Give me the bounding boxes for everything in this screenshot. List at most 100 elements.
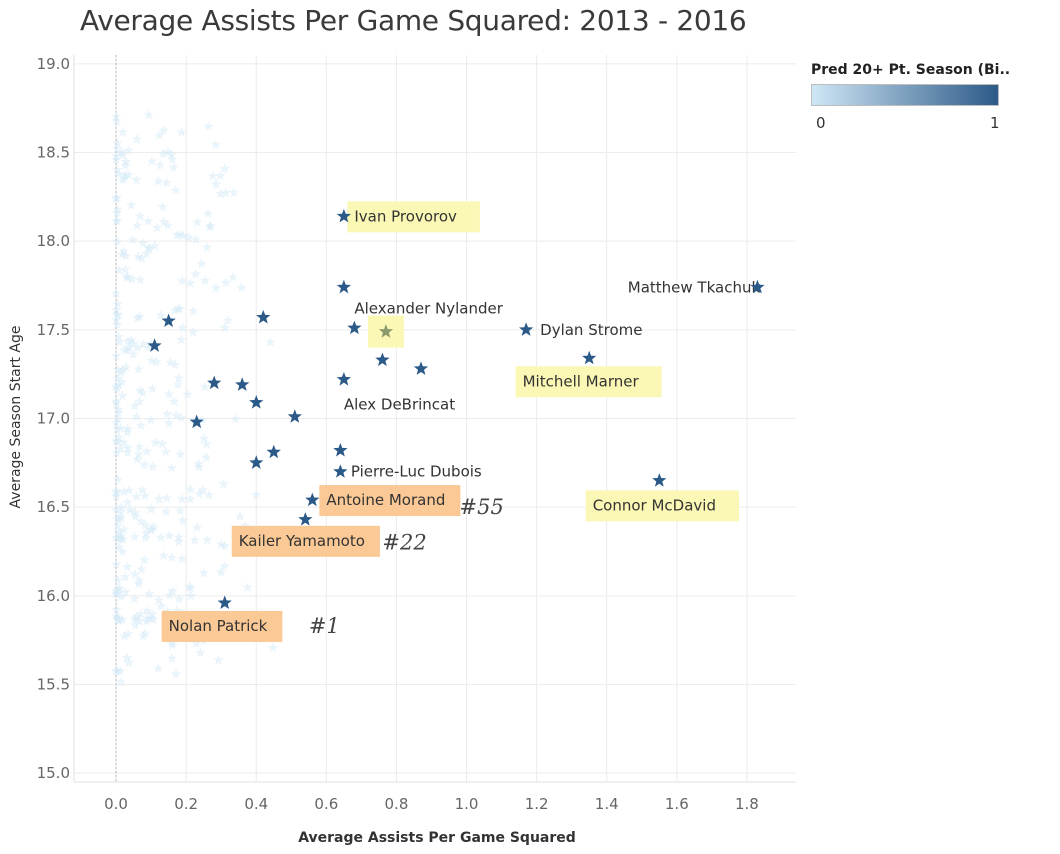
- background-point: [194, 488, 205, 499]
- background-point: [121, 652, 133, 663]
- background-point: [191, 637, 202, 648]
- player-label: Alexander Nylander: [354, 300, 503, 318]
- background-point: [169, 304, 181, 315]
- background-point: [141, 527, 152, 538]
- background-point: [135, 274, 146, 285]
- background-point: [139, 628, 151, 638]
- background-point: [201, 438, 212, 449]
- data-point: [256, 309, 271, 324]
- background-point: [113, 379, 125, 390]
- background-point: [110, 288, 122, 298]
- background-point: [129, 400, 140, 411]
- background-point: [135, 420, 147, 430]
- background-point: [173, 536, 184, 547]
- background-point: [143, 109, 154, 120]
- label-highlight-box: [319, 485, 461, 517]
- label-highlight-box: [231, 525, 380, 557]
- background-point: [111, 447, 122, 458]
- label-highlight-box: [585, 490, 739, 522]
- player-label: Matthew Tkachuk: [628, 278, 761, 296]
- background-point: [112, 413, 124, 424]
- background-point: [132, 454, 143, 464]
- background-point: [129, 593, 140, 604]
- background-point: [127, 234, 138, 245]
- background-point: [120, 160, 131, 170]
- background-point: [163, 417, 175, 428]
- background-point: [111, 423, 123, 434]
- background-point: [112, 207, 123, 218]
- background-point: [140, 519, 151, 530]
- background-point: [111, 383, 123, 394]
- background-point: [192, 216, 203, 227]
- background-point: [151, 222, 163, 233]
- background-point: [185, 590, 196, 601]
- background-point: [111, 513, 123, 524]
- background-point: [202, 208, 214, 219]
- background-point: [185, 493, 196, 504]
- background-point: [123, 342, 134, 353]
- x-tick-label: 0.6: [314, 795, 338, 813]
- background-point: [118, 524, 130, 535]
- background-point: [176, 493, 188, 504]
- player-label-text: Alexander Nylander: [354, 300, 503, 318]
- background-point: [199, 381, 210, 392]
- background-point: [110, 381, 122, 392]
- background-point: [228, 187, 239, 197]
- data-point: [287, 409, 302, 423]
- background-point: [234, 510, 246, 521]
- background-point: [116, 376, 127, 387]
- background-point: [110, 110, 122, 121]
- data-point: [266, 444, 281, 459]
- background-point: [161, 492, 172, 503]
- background-point: [110, 154, 122, 165]
- background-point: [153, 175, 164, 186]
- data-point: [217, 595, 232, 609]
- player-label-text: Ivan Provorov: [354, 207, 457, 225]
- background-point: [174, 303, 185, 313]
- background-point: [131, 133, 143, 144]
- background-point: [117, 174, 128, 185]
- background-point: [136, 252, 147, 263]
- background-point: [177, 515, 189, 526]
- data-point: [333, 464, 348, 478]
- background-point: [141, 605, 153, 616]
- background-point: [141, 248, 152, 259]
- background-point: [149, 240, 161, 251]
- background-point: [193, 461, 204, 472]
- background-point: [117, 390, 128, 401]
- background-point: [110, 665, 122, 676]
- background-point: [174, 229, 185, 239]
- background-point: [166, 637, 177, 648]
- background-point: [133, 448, 145, 459]
- background-point: [182, 389, 193, 399]
- background-point: [122, 336, 134, 347]
- legend-color-ramp: [811, 84, 999, 106]
- y-tick-label: 16.0: [37, 587, 70, 605]
- background-point: [116, 248, 128, 259]
- background-point: [123, 145, 134, 156]
- player-label-text: Dylan Strome: [540, 321, 642, 339]
- background-point: [168, 161, 179, 172]
- data-point: [519, 322, 534, 336]
- background-point: [112, 436, 124, 447]
- background-point: [129, 569, 141, 579]
- background-point: [170, 668, 182, 679]
- background-point: [170, 184, 181, 195]
- background-point: [136, 563, 147, 574]
- background-point: [162, 605, 174, 616]
- background-point: [118, 486, 129, 497]
- background-point: [126, 199, 137, 210]
- background-point: [112, 520, 123, 531]
- background-point: [172, 605, 183, 616]
- background-point: [146, 355, 157, 366]
- background-point: [128, 338, 139, 348]
- x-tick-label: 0.8: [385, 795, 409, 813]
- background-point: [131, 411, 142, 422]
- background-point: [197, 414, 208, 425]
- background-point: [117, 546, 128, 557]
- background-point: [219, 163, 230, 174]
- background-point: [177, 230, 189, 240]
- background-point: [113, 264, 125, 275]
- data-point: [652, 473, 667, 487]
- background-point: [136, 484, 148, 495]
